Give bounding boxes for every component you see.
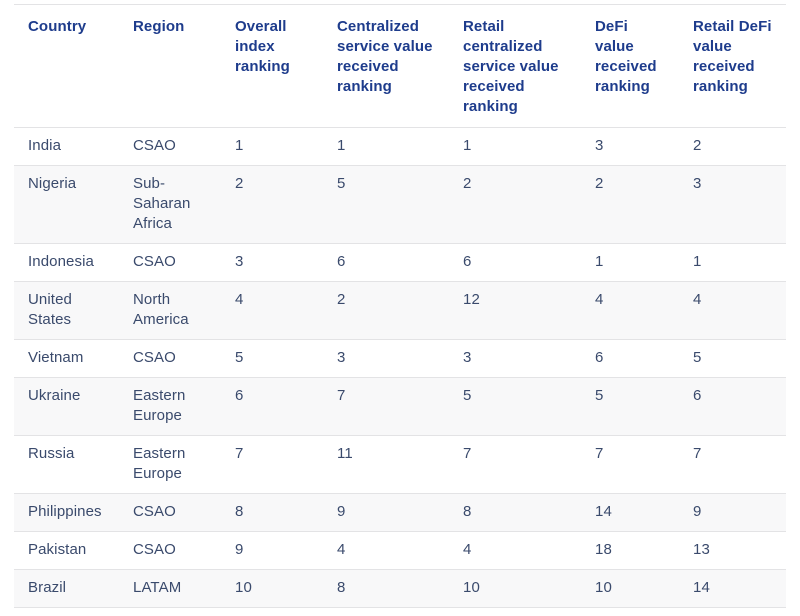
- ranking-cell: 5: [337, 175, 346, 192]
- ranking-cell: 2: [693, 137, 702, 154]
- ranking-cell: 7: [337, 387, 346, 404]
- region-cell: Sub-Saharan Africa: [133, 175, 191, 232]
- table-row: India CSAO 1 1 1 3 2: [14, 128, 786, 166]
- ranking-cell: 9: [337, 503, 346, 520]
- column-header: Country: [28, 18, 87, 35]
- ranking-cell: 3: [595, 137, 604, 154]
- ranking-cell: 3: [693, 175, 702, 192]
- ranking-cell: 3: [337, 349, 346, 366]
- region-cell: CSAO: [133, 503, 176, 520]
- ranking-cell: 6: [337, 253, 346, 270]
- column-header: Region: [133, 18, 185, 35]
- ranking-cell: 5: [463, 387, 472, 404]
- ranking-cell: 4: [693, 291, 702, 308]
- table-row: Vietnam CSAO 5 3 3 6 5: [14, 340, 786, 378]
- table-body: India CSAO 1 1 1 3 2 Nigeria Sub-Saharan Africa 2…: [14, 128, 786, 608]
- ranking-cell: 9: [693, 503, 702, 520]
- country-cell: Pakistan: [28, 541, 87, 558]
- region-cell: Eastern Europe: [133, 387, 186, 424]
- ranking-cell: 1: [693, 253, 702, 270]
- ranking-cell: 14: [693, 579, 710, 596]
- ranking-cell: 14: [595, 503, 612, 520]
- ranking-cell: 6: [463, 253, 472, 270]
- ranking-cell: 1: [337, 137, 346, 154]
- country-cell: Vietnam: [28, 349, 84, 366]
- table-row: Philippines CSAO 8 9 8 14 9: [14, 493, 786, 532]
- ranking-cell: 2: [463, 175, 472, 192]
- country-cell: Indonesia: [28, 253, 94, 270]
- ranking-cell: 7: [235, 445, 244, 462]
- region-cell: Eastern Europe: [133, 445, 186, 482]
- country-cell: India: [28, 137, 62, 154]
- table-row: Pakistan CSAO 9 4 4 18 13: [14, 532, 786, 570]
- region-cell: North America: [133, 291, 189, 328]
- ranking-cell: 12: [463, 291, 480, 308]
- region-cell: CSAO: [133, 253, 176, 270]
- ranking-cell: 3: [463, 349, 472, 366]
- ranking-cell: 4: [235, 291, 244, 308]
- ranking-cell: 2: [595, 175, 604, 192]
- country-cell: Nigeria: [28, 175, 77, 192]
- table-row: Russia Eastern Europe 7 11 7 7 7: [14, 436, 786, 494]
- country-cell: Brazil: [28, 579, 67, 596]
- ranking-cell: 8: [235, 503, 244, 520]
- ranking-cell: 11: [337, 445, 353, 462]
- ranking-cell: 1: [235, 137, 244, 154]
- ranking-cell: 18: [595, 541, 612, 558]
- ranking-cell: 5: [693, 349, 702, 366]
- ranking-cell: 2: [337, 291, 346, 308]
- table-row: Ukraine Eastern Europe 6 7 5 5 6: [14, 377, 786, 436]
- column-header: Retail centralized service value receive…: [463, 18, 559, 115]
- rankings-table-container: Country Region Overall index ranking Centra…: [14, 4, 786, 608]
- table-row: United States North America 4 2 12 4 4: [14, 281, 786, 340]
- ranking-cell: 3: [235, 253, 244, 270]
- ranking-cell: 7: [463, 445, 472, 462]
- ranking-cell: 1: [595, 253, 604, 270]
- ranking-cell: 6: [693, 387, 702, 404]
- ranking-cell: 5: [595, 387, 604, 404]
- ranking-cell: 13: [693, 541, 710, 558]
- column-header: Retail DeFi value received ranking: [693, 18, 772, 95]
- country-cell: Russia: [28, 445, 75, 462]
- ranking-cell: 10: [235, 579, 252, 596]
- table-row: Nigeria Sub-Saharan Africa 2 5 2 2 3: [14, 165, 786, 244]
- ranking-cell: 7: [595, 445, 604, 462]
- ranking-cell: 2: [235, 175, 244, 192]
- table-row: Brazil LATAM 10 8 10 10 14: [14, 569, 786, 608]
- region-cell: LATAM: [133, 579, 182, 596]
- table-row: Indonesia CSAO 3 6 6 1 1: [14, 244, 786, 282]
- table-header: Country Region Overall index ranking Centra…: [14, 5, 786, 128]
- ranking-cell: 8: [463, 503, 472, 520]
- column-header: DeFi value received ranking: [595, 18, 657, 95]
- ranking-cell: 1: [463, 137, 472, 154]
- ranking-cell: 10: [595, 579, 612, 596]
- ranking-cell: 4: [463, 541, 472, 558]
- ranking-cell: 4: [595, 291, 604, 308]
- column-header: Centralized service value received ranki…: [337, 18, 433, 95]
- country-cell: United States: [28, 291, 72, 328]
- country-cell: Ukraine: [28, 387, 81, 404]
- header-row: Country Region Overall index ranking Centra…: [14, 5, 786, 128]
- country-cell: Philippines: [28, 503, 102, 520]
- column-header: Overall index ranking: [235, 18, 290, 75]
- ranking-cell: 10: [463, 579, 480, 596]
- ranking-cell: 9: [235, 541, 244, 558]
- ranking-cell: 7: [693, 445, 702, 462]
- region-cell: CSAO: [133, 541, 176, 558]
- crypto-adoption-rankings-table: Country Region Overall index ranking Centra…: [14, 4, 786, 608]
- ranking-cell: 6: [235, 387, 244, 404]
- ranking-cell: 6: [595, 349, 604, 366]
- region-cell: CSAO: [133, 349, 176, 366]
- ranking-cell: 8: [337, 579, 346, 596]
- ranking-cell: 4: [337, 541, 346, 558]
- ranking-cell: 5: [235, 349, 244, 366]
- region-cell: CSAO: [133, 137, 176, 154]
